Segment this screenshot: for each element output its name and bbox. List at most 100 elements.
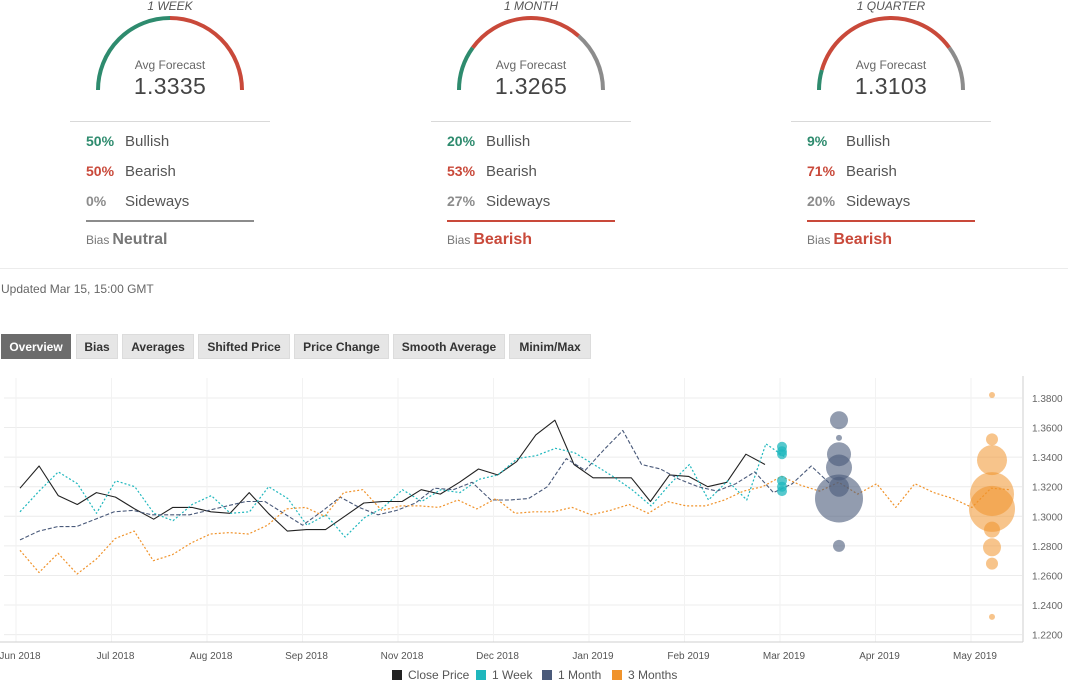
month-forecast-bubble[interactable] — [826, 454, 852, 481]
forecast-gauge — [457, 16, 605, 91]
bullish-label: Bullish — [125, 133, 170, 150]
tab-shifted-price[interactable]: Shifted Price — [198, 334, 290, 359]
sideways-pct: 27% — [447, 193, 476, 209]
quarter-forecast-bubble[interactable] — [989, 613, 995, 620]
bias-underline — [807, 220, 975, 222]
y-tick-label: 1.3000 — [1032, 512, 1063, 523]
sideways-label: Sideways — [486, 193, 551, 210]
bias-value: Bearish — [833, 231, 893, 248]
month-forecast-bubble[interactable] — [836, 434, 842, 441]
sideways-row: 27% Sideways — [447, 191, 550, 211]
chart-legend: Close Price 1 Week 1 Month 3 Months — [0, 668, 1068, 681]
gauge-sideways-arc — [577, 34, 605, 91]
bullish-pct: 9% — [807, 133, 828, 149]
gauge-label: Avg Forecast — [495, 58, 567, 72]
bearish-pct: 71% — [807, 163, 836, 179]
quarter-forecast-bubble[interactable] — [989, 392, 995, 398]
gauge-sideways-arc — [947, 46, 965, 91]
tab-minim-max[interactable]: Minim/Max — [509, 334, 591, 359]
month-forecast-bubble[interactable] — [833, 539, 845, 552]
x-tick-label: Mar 2019 — [763, 651, 806, 662]
bullish-row: 9% Bullish — [807, 131, 890, 151]
bias-row: Bias Neutral — [86, 230, 167, 250]
panel-divider — [431, 121, 631, 122]
x-tick-label: Jul 2018 — [97, 651, 135, 662]
sideways-label: Sideways — [846, 193, 911, 210]
panel-title: 1 MONTH — [504, 0, 558, 13]
sideways-row: 20% Sideways — [807, 191, 910, 211]
gauge-bearish-arc — [471, 16, 580, 49]
bearish-label: Bearish — [125, 163, 176, 180]
bearish-pct: 50% — [86, 163, 115, 179]
avg-forecast-value: 1.3335 — [133, 73, 207, 99]
forecast-gauge — [817, 16, 965, 91]
bias-underline — [447, 220, 615, 222]
gauge-label: Avg Forecast — [134, 58, 206, 72]
quarter-forecast-bubble[interactable] — [977, 445, 1007, 476]
bullish-row: 20% Bullish — [447, 131, 530, 151]
sideways-pct: 20% — [807, 193, 836, 209]
quarter-forecast-bubble[interactable] — [984, 521, 1000, 538]
panel-divider — [70, 121, 270, 122]
bias-value: Bearish — [473, 231, 533, 248]
x-tick-label: Feb 2019 — [667, 651, 710, 662]
x-tick-label: Nov 2018 — [381, 651, 424, 662]
bearish-pct: 53% — [447, 163, 476, 179]
bearish-row: 53% Bearish — [447, 161, 537, 181]
x-tick-label: Dec 2018 — [476, 651, 519, 662]
month-forecast-line — [19, 429, 831, 541]
month-forecast-bubble[interactable] — [830, 411, 848, 430]
x-tick-label: Aug 2018 — [190, 651, 233, 662]
x-tick-label: Sep 2018 — [285, 651, 328, 662]
quarter-forecast-bubble[interactable] — [969, 485, 1015, 532]
bias-label: Bias — [447, 233, 471, 247]
sideways-label: Sideways — [125, 193, 190, 210]
panel-divider — [791, 121, 991, 122]
tab-averages[interactable]: Averages — [122, 334, 194, 359]
legend-3-months[interactable]: 3 Months — [612, 668, 677, 681]
bias-label: Bias — [807, 233, 831, 247]
week-forecast-line — [19, 443, 786, 538]
bearish-row: 71% Bearish — [807, 161, 897, 181]
week-forecast-bubble[interactable] — [777, 449, 787, 460]
x-tick-label: Jan 2019 — [572, 651, 614, 662]
close-price-line — [19, 419, 766, 532]
forecast-gauge — [96, 16, 244, 91]
y-tick-label: 1.2600 — [1032, 571, 1063, 582]
month-forecast-bubble[interactable] — [815, 474, 863, 523]
y-tick-label: 1.3600 — [1032, 424, 1063, 435]
tab-bias[interactable]: Bias — [76, 334, 118, 359]
bias-underline — [86, 220, 254, 222]
y-tick-label: 1.3200 — [1032, 483, 1063, 494]
y-tick-label: 1.2800 — [1032, 542, 1063, 553]
panel-title: 1 WEEK — [147, 0, 193, 13]
week-forecast-bubble[interactable] — [777, 486, 787, 497]
quarter-forecast-bubble[interactable] — [983, 538, 1001, 557]
gauge-bullish-arc — [817, 69, 824, 91]
bullish-pct: 50% — [86, 133, 115, 149]
gauge-bearish-arc — [819, 16, 951, 71]
legend-1-week[interactable]: 1 Week — [476, 668, 532, 681]
x-tick-label: Jun 2018 — [0, 651, 41, 662]
legend-1-month[interactable]: 1 Month — [542, 668, 601, 681]
quarter-forecast-bubble[interactable] — [986, 557, 998, 570]
legend-label: 1 Week — [492, 668, 533, 681]
sideways-pct: 0% — [86, 193, 107, 209]
legend-close-price[interactable]: Close Price — [392, 668, 469, 681]
y-tick-label: 1.2400 — [1032, 601, 1063, 612]
bearish-label: Bearish — [846, 163, 897, 180]
legend-label: 3 Months — [628, 668, 678, 681]
tab-overview[interactable]: Overview — [1, 334, 71, 359]
quarter-forecast-bubble[interactable] — [986, 433, 998, 446]
tab-smooth-average[interactable]: Smooth Average — [393, 334, 505, 359]
bias-value: Neutral — [112, 231, 168, 248]
tab-price-change[interactable]: Price Change — [294, 334, 389, 359]
gauge-label: Avg Forecast — [855, 58, 927, 72]
x-tick-label: May 2019 — [953, 651, 997, 662]
bias-label: Bias — [86, 233, 110, 247]
bullish-pct: 20% — [447, 133, 476, 149]
bearish-row: 50% Bearish — [86, 161, 176, 181]
bullish-label: Bullish — [486, 133, 531, 150]
bias-row: Bias Bearish — [447, 230, 532, 250]
avg-forecast-value: 1.3103 — [854, 73, 928, 99]
